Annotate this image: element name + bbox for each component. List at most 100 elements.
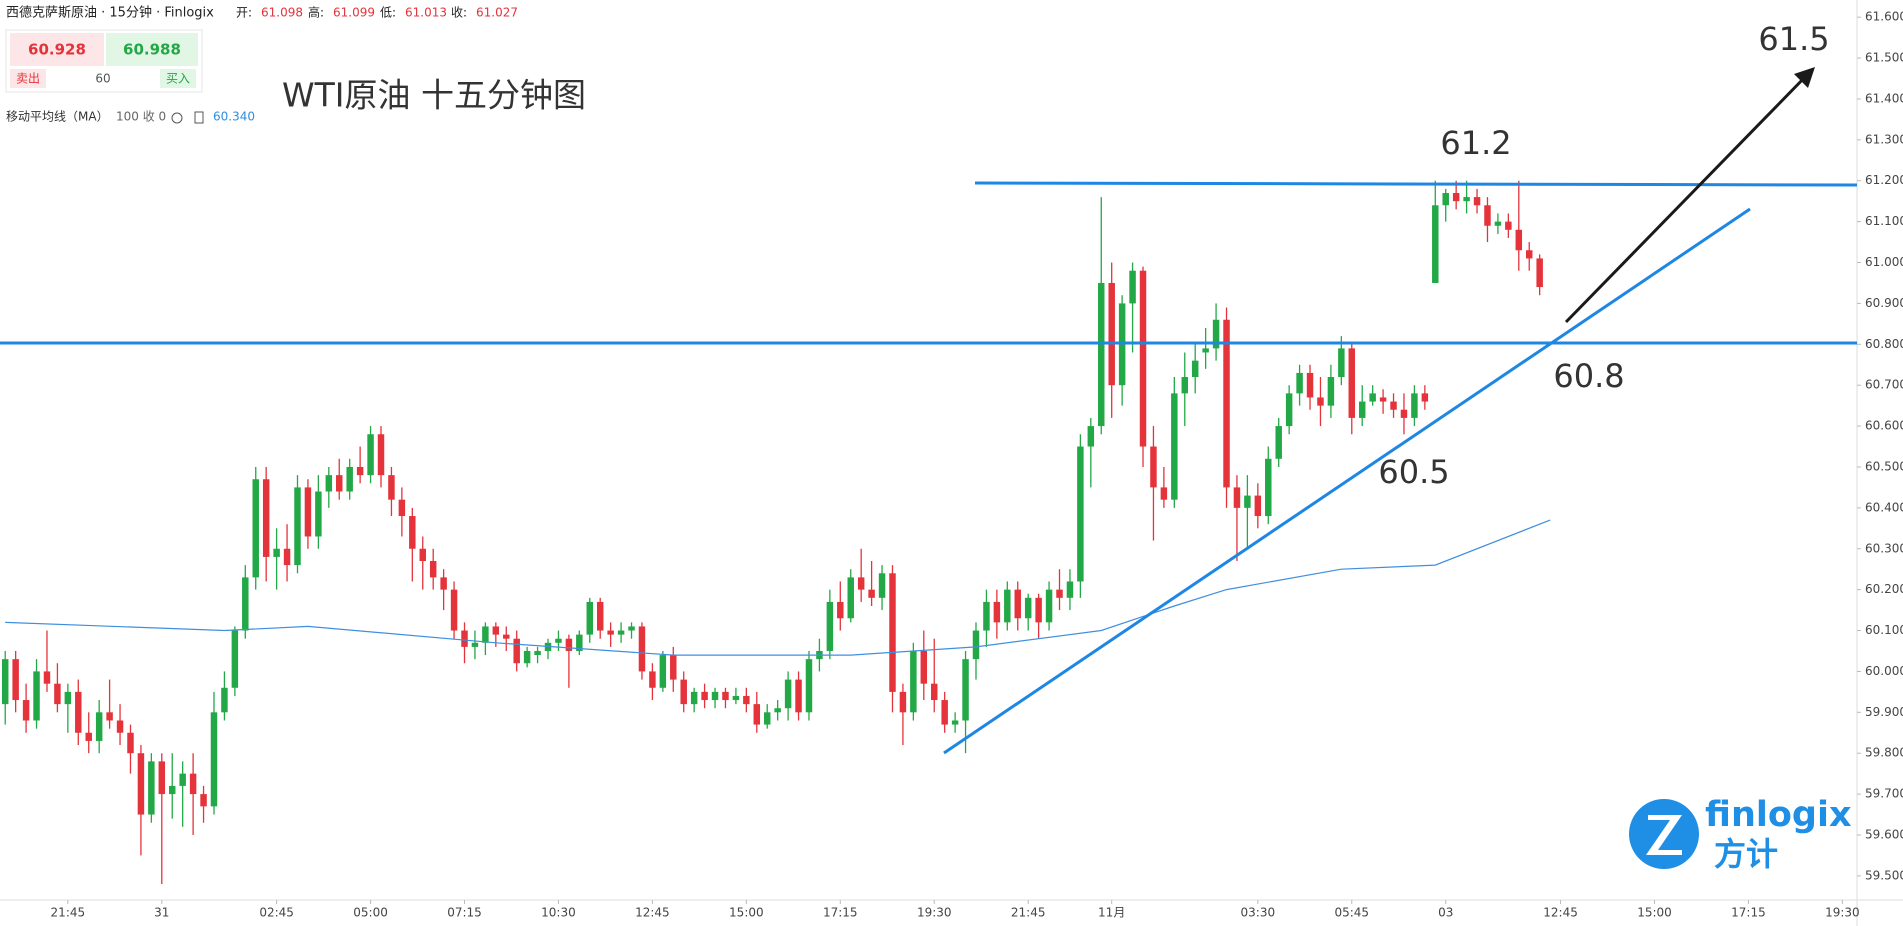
candle-body (565, 638, 573, 651)
candle-body (64, 691, 72, 705)
buy-price: 60.988 (123, 41, 181, 59)
ohlc-label: 收: (451, 6, 467, 20)
y-tick-label: 60.100 (1865, 623, 1903, 637)
y-tick-label: 61.300 (1865, 132, 1903, 146)
buy-button[interactable] (106, 33, 198, 66)
candle-body (889, 573, 896, 692)
candle-body (1275, 426, 1282, 459)
sell-tag[interactable] (10, 69, 46, 88)
candle-body (200, 794, 207, 807)
x-tick-label: 21:45 (1011, 906, 1046, 920)
candle-body (1400, 409, 1408, 418)
candle-body (294, 487, 301, 566)
y-tick-label: 60.000 (1865, 664, 1903, 678)
x-tick-label: 15:00 (729, 906, 764, 920)
delete-icon[interactable] (194, 111, 204, 124)
settings-icon[interactable] (171, 112, 183, 124)
sell-button[interactable] (10, 33, 104, 66)
candle-body (826, 601, 834, 651)
candle-body (941, 700, 948, 725)
y-tick-label: 61.600 (1865, 10, 1903, 24)
candle-body (325, 475, 333, 492)
buy-tag[interactable] (160, 69, 196, 88)
candle-body (482, 626, 489, 643)
x-tick-label: 07:15 (447, 906, 482, 920)
candle-body (158, 761, 166, 795)
candle-body (711, 691, 719, 701)
x-tick-label: 21:45 (51, 906, 86, 920)
x-tick-label: 12:45 (635, 906, 670, 920)
candle-body (1004, 589, 1011, 623)
candle-body (210, 712, 218, 807)
candle-body (492, 626, 500, 635)
candle-body (1379, 397, 1387, 402)
buy-label: 买入 (166, 72, 190, 86)
candle-body (336, 475, 343, 492)
candle-body (1160, 487, 1168, 500)
candle-body (1369, 393, 1376, 402)
candle-body (1087, 426, 1095, 447)
candle-body (1254, 495, 1262, 517)
x-tick-label: 19:30 (1825, 906, 1860, 920)
y-tick-label: 60.700 (1865, 378, 1903, 392)
candle-body (628, 626, 635, 631)
x-tick-label: 15:00 (1637, 906, 1672, 920)
candle-body (1358, 401, 1366, 418)
candle-body (1171, 393, 1178, 500)
candle-body (1139, 270, 1147, 447)
candle-body (221, 687, 228, 713)
logo-cn: 方计 (1714, 835, 1778, 873)
candle-body (304, 487, 312, 537)
candle-body (680, 679, 687, 705)
y-tick-label: 60.400 (1865, 500, 1903, 514)
candle-body (283, 548, 291, 566)
candle-body (1348, 348, 1356, 418)
candle-body (1077, 446, 1084, 582)
candle-body (1, 659, 9, 705)
candle-body (106, 712, 113, 721)
candle-body (878, 573, 886, 598)
candle-body (168, 785, 176, 795)
candle-body (1024, 597, 1032, 619)
candle-body (617, 630, 625, 635)
candle-body (273, 548, 280, 557)
resistance-line (974, 181, 1858, 187)
ohlc-value: 61.098 (261, 6, 303, 20)
moving-average (5, 519, 1551, 656)
candle-body (868, 589, 875, 598)
candle-body (1484, 205, 1491, 226)
candle-body (1338, 348, 1345, 378)
candle-body (690, 691, 698, 705)
candle-body (899, 691, 907, 713)
indicator-label: 移动平均线（MA） (6, 110, 109, 124)
candle-body (920, 650, 928, 684)
candle-body (179, 773, 186, 786)
candle-body (638, 626, 646, 672)
candle-body (576, 634, 583, 651)
candle-body (315, 491, 322, 537)
y-tick-label: 60.600 (1865, 419, 1903, 433)
candle-body (429, 561, 437, 578)
candle-body (1244, 495, 1251, 508)
candle-body (784, 679, 792, 709)
sell-label: 卖出 (16, 72, 40, 86)
candle-body (1536, 258, 1543, 288)
candle-body (398, 499, 406, 517)
candle-body (1129, 270, 1136, 304)
lot: 60 (95, 72, 110, 86)
candle-body (471, 642, 479, 647)
x-tick-label: 31 (154, 906, 169, 920)
candle-body (409, 516, 416, 549)
candle-body (1066, 581, 1074, 598)
candle-body (1056, 589, 1063, 598)
candle-body (795, 679, 802, 713)
candle-body (1045, 589, 1053, 623)
ohlc-label: 低: (380, 6, 396, 20)
candle-body (1494, 221, 1502, 226)
y-tick-label: 59.800 (1865, 746, 1903, 760)
x-tick-label: 02:45 (259, 906, 294, 920)
candle-body (1442, 193, 1449, 206)
annotation: 60.8 (1553, 357, 1624, 395)
candle-body (148, 761, 155, 815)
